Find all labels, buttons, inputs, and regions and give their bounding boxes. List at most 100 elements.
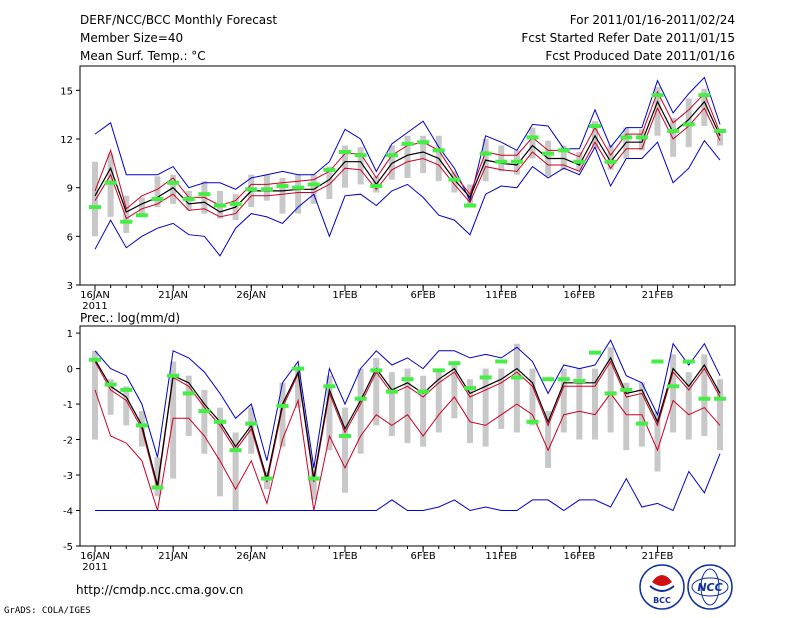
- x-tick-label: 21FEB: [642, 290, 674, 301]
- x-tick-year: 2011: [82, 301, 107, 312]
- series-line-min: [94, 139, 721, 257]
- forecast-marker: [167, 373, 180, 378]
- spread-box: [310, 467, 317, 500]
- spread-box: [592, 368, 598, 440]
- spread-box: [295, 174, 302, 214]
- forecast-marker: [542, 377, 555, 382]
- forecast-marker: [620, 135, 633, 140]
- x-tick-label: 16FEB: [564, 551, 596, 562]
- spread-box: [154, 176, 161, 208]
- spread-box: [342, 145, 348, 188]
- spread-box: [529, 127, 536, 159]
- forecast-marker: [370, 368, 383, 373]
- spread-box: [326, 375, 333, 451]
- x-tick-label: 21JAN: [158, 551, 188, 562]
- forecast-marker: [667, 128, 680, 133]
- spread-box: [607, 145, 614, 170]
- spread-box: [357, 147, 364, 185]
- x-tick-year: 2011: [82, 562, 107, 573]
- forecast-marker: [151, 485, 164, 490]
- forecast-marker: [635, 421, 648, 426]
- forecast-marker: [135, 423, 148, 428]
- forecast-marker: [557, 148, 570, 153]
- x-tick-label: 11FEB: [485, 551, 517, 562]
- spread-box: [326, 166, 333, 200]
- forecast-marker: [385, 153, 398, 158]
- spread-box: [560, 368, 567, 433]
- forecast-marker: [432, 368, 445, 373]
- forecast-marker: [682, 359, 695, 364]
- spread-box: [623, 382, 630, 451]
- x-tick-label: 21FEB: [642, 551, 674, 562]
- x-tick-label: 11FEB: [485, 290, 517, 301]
- forecast-marker: [182, 197, 195, 202]
- series-line-min: [95, 453, 721, 512]
- source-url[interactable]: http://cmdp.ncc.cma.gov.cn: [76, 583, 243, 597]
- spread-box: [560, 145, 567, 170]
- forecast-marker: [260, 476, 273, 481]
- forecast-marker: [589, 124, 601, 129]
- spread-box: [404, 135, 411, 178]
- forecast-marker: [479, 375, 492, 380]
- forecast-marker: [464, 203, 476, 208]
- forecast-marker: [714, 128, 726, 133]
- forecast-marker: [698, 93, 711, 98]
- forecast-marker: [198, 409, 211, 414]
- x-tick-label: 21JAN: [158, 290, 188, 301]
- forecast-marker: [620, 387, 633, 392]
- forecast-marker: [448, 361, 461, 366]
- series-line-ensemble-mean: [94, 100, 721, 213]
- spread-box: [92, 161, 98, 237]
- forecast-marker: [120, 387, 133, 392]
- forecast-marker: [542, 151, 555, 156]
- y-tick-label: -3: [63, 471, 73, 482]
- forecast-marker: [323, 167, 336, 172]
- forecast-period: For 2011/01/16-2011/02/24: [570, 13, 735, 27]
- spread-box: [670, 354, 677, 433]
- spread-box: [357, 368, 364, 454]
- spread-box: [123, 386, 130, 426]
- forecast-marker: [339, 149, 351, 154]
- forecast-marker: [573, 159, 586, 164]
- spread-box: [670, 117, 677, 157]
- spread-box: [420, 375, 427, 447]
- forecast-marker: [260, 187, 273, 192]
- forecast-marker: [276, 184, 289, 189]
- y-tick-label: -1: [63, 400, 73, 411]
- spread-box: [451, 361, 458, 419]
- forecast-marker: [245, 187, 258, 192]
- forecast-marker: [307, 182, 320, 187]
- forecast-marker: [432, 148, 445, 153]
- forecast-marker: [635, 135, 648, 140]
- spread-box: [576, 368, 583, 440]
- forecast-marker: [510, 159, 523, 164]
- forecast-marker: [104, 382, 117, 387]
- spread-box: [498, 368, 505, 429]
- spread-box: [545, 411, 552, 468]
- series-line-ensemble-mean: [94, 356, 721, 486]
- spread-box: [138, 197, 145, 214]
- grads-credit: GrADS: COLA/IGES: [4, 606, 91, 616]
- spread-box: [451, 171, 458, 193]
- spread-box: [279, 382, 286, 447]
- spread-box: [185, 375, 192, 436]
- y-tick-label: 0: [67, 365, 73, 376]
- spread-box: [529, 368, 536, 426]
- spread-box: [123, 195, 130, 234]
- spread-box: [435, 368, 442, 433]
- forecast-marker: [698, 396, 711, 401]
- produced-date: Fcst Produced Date 2011/01/16: [545, 49, 735, 63]
- spread-box: [232, 432, 239, 511]
- forecast-marker: [167, 180, 180, 185]
- forecast-marker: [682, 122, 695, 127]
- forecast-marker: [214, 419, 226, 424]
- y-tick-label: 15: [60, 86, 73, 97]
- member-size: Member Size=40: [80, 31, 183, 45]
- forecast-marker: [120, 219, 133, 224]
- forecast-marker: [604, 391, 617, 396]
- forecast-marker: [385, 389, 398, 394]
- forecast-marker: [401, 377, 414, 382]
- forecast-marker: [182, 391, 195, 396]
